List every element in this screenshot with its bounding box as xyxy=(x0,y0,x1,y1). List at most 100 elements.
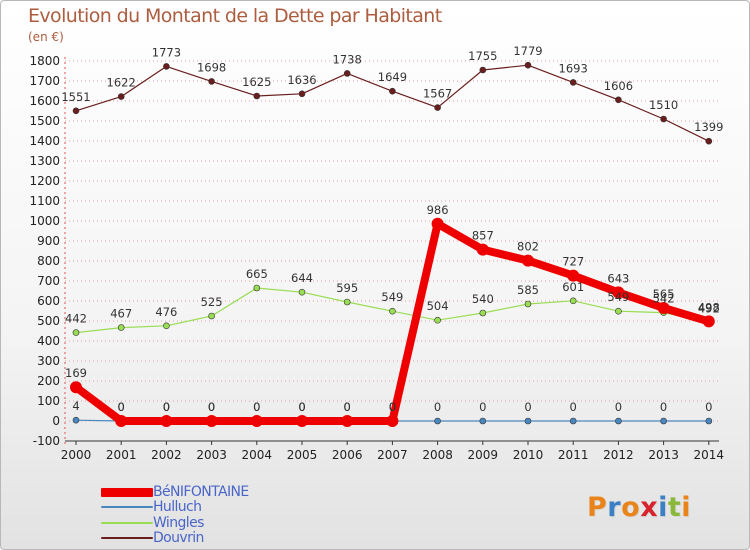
data-label-douvrin: 1622 xyxy=(107,76,136,90)
y-tick-label: 200 xyxy=(37,374,60,388)
data-point-wingles xyxy=(253,284,261,292)
data-point-benifontaine xyxy=(250,415,263,427)
data-label-hulluch: 0 xyxy=(479,400,486,414)
data-label-wingles: 601 xyxy=(562,280,584,294)
data-label-wingles: 542 xyxy=(653,292,675,306)
data-label-wingles: 476 xyxy=(155,305,177,319)
data-label-hulluch: 0 xyxy=(118,400,125,414)
y-tick-label: 1400 xyxy=(29,134,60,148)
data-point-benifontaine xyxy=(70,381,82,394)
data-label-wingles: 504 xyxy=(427,299,449,313)
data-label-douvrin: 1779 xyxy=(513,44,542,58)
data-label-benifontaine: 169 xyxy=(65,366,87,380)
y-tick-label: 1600 xyxy=(29,94,60,108)
y-tick-label: 1100 xyxy=(29,194,60,208)
legend-label-douvrin: Douvrin xyxy=(153,529,204,546)
data-point-benifontaine xyxy=(522,254,534,267)
data-point-hulluch xyxy=(569,417,577,425)
data-label-douvrin: 1567 xyxy=(423,87,452,101)
data-point-douvrin xyxy=(705,137,713,145)
x-tick-label: 2007 xyxy=(377,448,408,462)
y-tick-label: 900 xyxy=(37,234,60,248)
x-tick-label: 2013 xyxy=(648,448,679,462)
y-tick-label: 300 xyxy=(37,354,60,368)
data-label-douvrin: 1649 xyxy=(378,70,407,84)
data-point-benifontaine xyxy=(431,217,444,230)
legend-item-hulluch[interactable]: Hulluch xyxy=(101,499,361,515)
legend-label-wingles: Wingles xyxy=(153,514,204,531)
data-label-douvrin: 1636 xyxy=(287,73,316,87)
x-tick-label: 2001 xyxy=(106,448,137,462)
data-point-hulluch xyxy=(660,417,667,425)
legend-item-wingles[interactable]: Wingles xyxy=(101,514,361,531)
data-label-benifontaine: 802 xyxy=(517,240,539,254)
proxiti-logo: Proxiti xyxy=(587,492,692,523)
data-label-benifontaine: 0 xyxy=(389,400,396,414)
data-point-benifontaine xyxy=(657,302,670,314)
data-point-benifontaine xyxy=(205,415,218,427)
data-point-benifontaine xyxy=(160,415,173,427)
data-point-douvrin xyxy=(343,70,351,77)
y-unit-label: (en €) xyxy=(28,30,64,44)
data-point-benifontaine xyxy=(386,415,399,427)
data-label-wingles: 540 xyxy=(472,292,494,306)
x-tick-label: 2011 xyxy=(558,448,589,462)
data-label-wingles: 595 xyxy=(336,281,358,295)
data-label-benifontaine: 0 xyxy=(253,400,260,414)
x-tick-label: 2014 xyxy=(694,448,725,462)
data-label-hulluch: 0 xyxy=(524,400,531,414)
data-point-douvrin xyxy=(72,107,80,115)
data-label-hulluch: 0 xyxy=(570,400,577,414)
data-point-douvrin xyxy=(524,61,532,69)
data-point-benifontaine xyxy=(296,415,308,427)
legend-swatch-wingles xyxy=(101,521,153,524)
x-tick-label: 2012 xyxy=(603,448,634,462)
data-label-douvrin: 1551 xyxy=(61,90,90,104)
data-label-benifontaine: 498 xyxy=(698,300,720,314)
data-label-wingles: 525 xyxy=(201,295,223,309)
data-point-hulluch xyxy=(524,417,532,425)
data-label-wingles: 549 xyxy=(381,290,403,304)
data-point-benifontaine xyxy=(115,415,128,427)
data-label-hulluch: 0 xyxy=(660,400,667,414)
data-point-douvrin xyxy=(163,63,170,70)
x-tick-label: 2002 xyxy=(151,448,182,462)
x-tick-label: 2008 xyxy=(422,448,453,462)
legend-item-benifontaine[interactable]: BéNIFONTAINE xyxy=(101,484,361,500)
data-point-wingles xyxy=(343,298,351,306)
data-point-hulluch xyxy=(72,416,80,424)
data-label-douvrin: 1399 xyxy=(694,120,723,134)
data-label-wingles: 549 xyxy=(607,290,629,304)
y-tick-label: -100 xyxy=(33,434,60,448)
data-label-hulluch: 0 xyxy=(705,400,712,414)
legend-label-benifontaine: BéNIFONTAINE xyxy=(153,484,249,500)
data-label-hulluch: 0 xyxy=(253,400,260,414)
data-label-hulluch: 0 xyxy=(434,400,441,414)
x-tick-label: 2010 xyxy=(513,448,544,462)
data-point-douvrin xyxy=(660,115,667,123)
data-label-wingles: 644 xyxy=(291,271,313,285)
data-point-hulluch xyxy=(434,417,441,425)
data-point-wingles xyxy=(615,307,622,315)
data-label-benifontaine: 0 xyxy=(298,400,305,414)
data-point-benifontaine xyxy=(702,315,715,328)
data-label-douvrin: 1698 xyxy=(197,60,226,74)
data-label-douvrin: 1693 xyxy=(559,61,588,75)
data-label-benifontaine: 986 xyxy=(427,203,449,217)
data-label-hulluch: 0 xyxy=(298,400,305,414)
data-point-hulluch xyxy=(479,417,487,425)
legend-item-douvrin[interactable]: Douvrin xyxy=(101,529,361,546)
data-label-benifontaine: 643 xyxy=(607,271,629,285)
y-tick-label: 1200 xyxy=(29,174,60,188)
data-label-hulluch: 4 xyxy=(72,399,79,413)
x-tick-label: 2004 xyxy=(242,448,273,462)
data-label-douvrin: 1625 xyxy=(242,75,271,89)
x-tick-label: 2000 xyxy=(61,448,92,462)
data-label-benifontaine: 565 xyxy=(653,287,675,301)
data-point-benifontaine xyxy=(612,286,625,299)
data-label-hulluch: 0 xyxy=(344,400,351,414)
x-tick-label: 2006 xyxy=(332,448,363,462)
data-label-benifontaine: 857 xyxy=(472,229,494,243)
